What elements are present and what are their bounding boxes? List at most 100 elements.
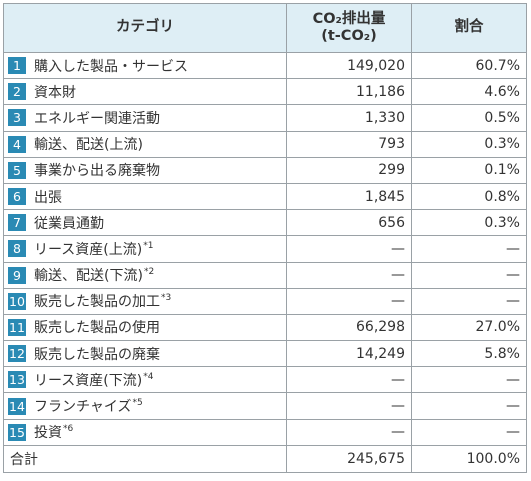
category-cell: 6 出張 <box>3 182 287 211</box>
category-cell: 14 フランチャイズ*5 <box>3 392 287 420</box>
category-cell: 9 輸送、配送(下流)*2 <box>3 261 287 289</box>
total-pct: 100.0% <box>411 444 527 473</box>
category-cell: 8 リース資産(上流)*1 <box>3 235 287 263</box>
category-label: エネルギー関連活動 <box>34 110 160 127</box>
table-row: 4 輸送、配送(上流) 793 0.3% <box>3 130 527 158</box>
emissions-value: — <box>286 418 412 446</box>
category-cell: 5 事業から出る廃棄物 <box>3 156 287 184</box>
share-value: 60.7% <box>411 51 527 80</box>
category-cell: 13 リース資産(下流)*4 <box>3 366 287 394</box>
category-number-badge: 12 <box>8 345 26 363</box>
footnote-marker: *4 <box>143 371 154 382</box>
emissions-value: 656 <box>286 209 412 237</box>
category-label: 出張 <box>34 189 62 206</box>
footnote-marker: *2 <box>143 267 155 278</box>
category-cell: 4 輸送、配送(上流) <box>3 130 287 158</box>
category-label: 販売した製品の使用 <box>34 320 160 337</box>
emissions-value: 14,249 <box>286 340 412 368</box>
category-label: リース資産(下流) <box>34 372 143 389</box>
category-label: 投資 <box>34 425 62 442</box>
category-label: 販売した製品の廃棄 <box>34 346 160 363</box>
category-number-badge: 13 <box>8 371 26 389</box>
share-value: — <box>411 418 527 446</box>
emissions-table-container: カテゴリ CO₂排出量 (t-CO₂) 割合 1 購入した製品・サービス 149,0… <box>3 3 527 473</box>
emissions-value: — <box>286 261 412 289</box>
category-cell: 11 販売した製品の使用 <box>3 313 287 342</box>
table-row: 9 輸送、配送(下流)*2 — — <box>3 261 527 289</box>
table-row: 15 投資*6 — — <box>3 418 527 446</box>
category-number-badge: 2 <box>8 83 26 101</box>
share-value: — <box>411 392 527 420</box>
emissions-value: 1,845 <box>286 182 412 211</box>
header-share: 割合 <box>411 3 527 53</box>
category-label: 輸送、配送(上流) <box>34 137 143 154</box>
table-row: 10 販売した製品の加工*3 — — <box>3 287 527 315</box>
footnote-marker: *5 <box>132 398 143 409</box>
category-label: 事業から出る廃棄物 <box>34 163 160 180</box>
category-number-badge: 11 <box>8 318 26 336</box>
share-value: — <box>411 366 527 394</box>
category-label: 従業員通勤 <box>34 215 104 232</box>
emissions-value: — <box>286 235 412 263</box>
category-cell: 12 販売した製品の廃棄 <box>3 340 287 368</box>
emissions-value: — <box>286 392 412 420</box>
table-row: 12 販売した製品の廃棄 14,249 5.8% <box>3 340 527 368</box>
share-value: 0.8% <box>411 182 527 211</box>
table-row: 1 購入した製品・サービス 149,020 60.7% <box>3 51 527 80</box>
share-value: 0.5% <box>411 104 527 132</box>
category-label: リース資産(上流) <box>34 241 143 258</box>
emissions-value: 299 <box>286 156 412 184</box>
share-value: 4.6% <box>411 78 527 106</box>
footnote-marker: *6 <box>63 424 74 435</box>
category-label: 資本財 <box>34 84 76 101</box>
table-row: 6 出張 1,845 0.8% <box>3 182 527 211</box>
emissions-value: 1,330 <box>286 104 412 132</box>
header-emissions-line2: (t-CO₂) <box>321 28 377 44</box>
emissions-value: — <box>286 287 412 315</box>
category-cell: 10 販売した製品の加工*3 <box>3 287 287 315</box>
table-body: 1 購入した製品・サービス 149,020 60.7% 2 資本財 11,186 4.6% 3 エ… <box>3 51 527 446</box>
header-emissions: CO₂排出量 (t-CO₂) <box>286 3 412 53</box>
category-label: フランチャイズ <box>34 399 132 416</box>
share-value: 0.1% <box>411 156 527 184</box>
footnote-marker: *1 <box>143 240 154 251</box>
category-number-badge: 6 <box>8 188 26 206</box>
category-number-badge: 10 <box>8 292 26 310</box>
category-cell: 7 従業員通勤 <box>3 209 287 237</box>
emissions-value: — <box>286 366 412 394</box>
category-cell: 3 エネルギー関連活動 <box>3 104 287 132</box>
header-emissions-line1: CO₂排出量 <box>312 10 386 27</box>
category-number-badge: 9 <box>8 266 26 284</box>
table-row: 13 リース資産(下流)*4 — — <box>3 366 527 394</box>
table-row: 2 資本財 11,186 4.6% <box>3 78 527 106</box>
category-cell: 1 購入した製品・サービス <box>3 51 287 80</box>
table-row: 7 従業員通勤 656 0.3% <box>3 209 527 237</box>
table-row: 14 フランチャイズ*5 — — <box>3 392 527 420</box>
category-cell: 15 投資*6 <box>3 418 287 446</box>
category-label: 購入した製品・サービス <box>34 58 188 75</box>
header-row: カテゴリ CO₂排出量 (t-CO₂) 割合 <box>3 3 527 53</box>
total-label: 合計 <box>3 444 287 473</box>
category-cell: 2 資本財 <box>3 78 287 106</box>
total-row: 合計 245,675 100.0% <box>3 444 527 473</box>
category-number-badge: 15 <box>8 423 26 441</box>
share-value: — <box>411 261 527 289</box>
category-number-badge: 8 <box>8 240 26 258</box>
category-number-badge: 14 <box>8 397 26 415</box>
category-label: 販売した製品の加工 <box>34 294 160 311</box>
table-row: 3 エネルギー関連活動 1,330 0.5% <box>3 104 527 132</box>
category-number-badge: 4 <box>8 135 26 153</box>
category-label: 輸送、配送(下流) <box>34 268 143 285</box>
category-number-badge: 5 <box>8 161 26 179</box>
emissions-value: 793 <box>286 130 412 158</box>
share-value: 0.3% <box>411 209 527 237</box>
category-number-badge: 3 <box>8 109 26 127</box>
header-category: カテゴリ <box>3 3 287 53</box>
emissions-value: 149,020 <box>286 51 412 80</box>
share-value: 5.8% <box>411 340 527 368</box>
category-number-badge: 7 <box>8 214 26 232</box>
share-value: — <box>411 287 527 315</box>
table-row: 8 リース資産(上流)*1 — — <box>3 235 527 263</box>
share-value: 27.0% <box>411 313 527 342</box>
scope3-emissions-table: カテゴリ CO₂排出量 (t-CO₂) 割合 1 購入した製品・サービス 149,0… <box>3 3 527 473</box>
